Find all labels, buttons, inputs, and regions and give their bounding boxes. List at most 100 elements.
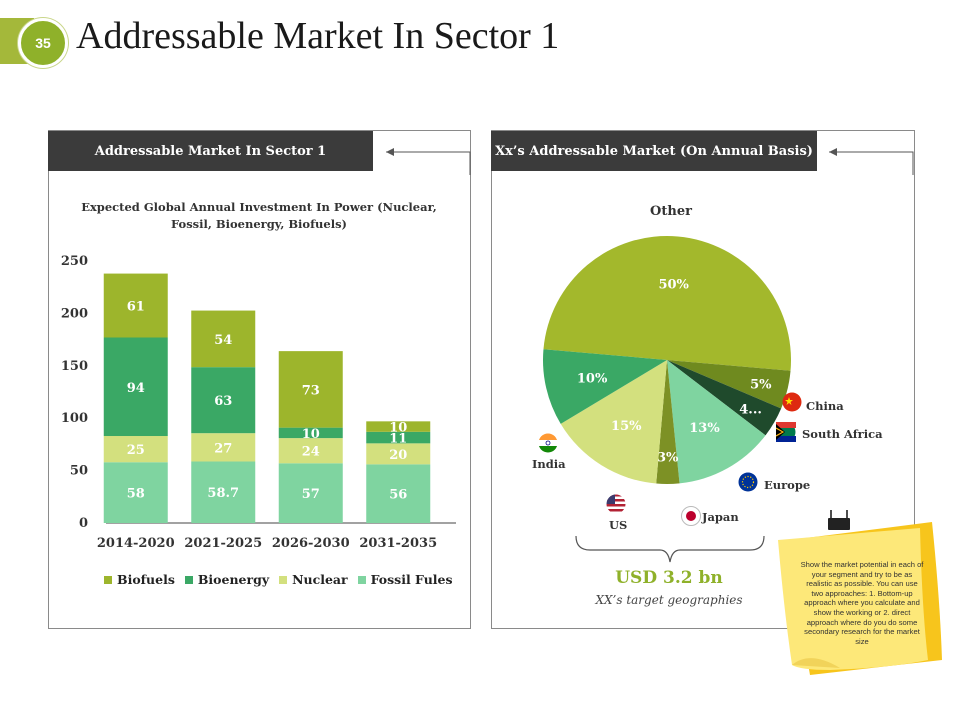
bar-segment bbox=[191, 367, 256, 434]
bar-value-label: 11 bbox=[389, 432, 407, 447]
bar-segment bbox=[191, 310, 256, 368]
bar-chart-legend: Biofuels Bioenergy Nuclear Fossil Fules bbox=[104, 572, 463, 587]
x-tick-label: 2026-2030 bbox=[272, 536, 350, 551]
sticky-note-shape bbox=[778, 510, 942, 675]
china-flag-icon bbox=[782, 392, 802, 412]
pie-slice-label: 5% bbox=[750, 377, 772, 392]
pie-slice bbox=[543, 349, 667, 424]
pie-slice-label: 10% bbox=[577, 371, 608, 386]
label-india: India bbox=[532, 457, 566, 471]
x-tick-label: 2031-2035 bbox=[359, 536, 437, 551]
flag-india bbox=[538, 433, 558, 457]
bar-value-label: 25 bbox=[127, 443, 145, 458]
x-tick-label: 2014-2020 bbox=[97, 536, 175, 551]
us-flag-icon bbox=[606, 494, 626, 514]
pie-slice-label: 4... bbox=[739, 403, 762, 418]
grouping-brace bbox=[575, 535, 765, 563]
flag-south-africa bbox=[775, 422, 796, 446]
flag-china bbox=[782, 392, 802, 416]
legend-label-bioenergy: Bioenergy bbox=[197, 572, 270, 587]
right-panel-header: Xx’s Addressable Market (On Annual Basis… bbox=[491, 131, 817, 171]
pie-slice-label: 3% bbox=[657, 451, 679, 466]
y-tick-label: 250 bbox=[61, 254, 88, 269]
flag-us bbox=[606, 494, 626, 518]
europe-flag-icon bbox=[738, 472, 758, 492]
bar-segment bbox=[191, 461, 256, 523]
legend-label-biofuels: Biofuels bbox=[117, 572, 175, 587]
pie-slice bbox=[560, 360, 667, 484]
legend-item-biofuels: Biofuels bbox=[104, 572, 175, 587]
pie-slice bbox=[667, 360, 782, 436]
bar-segment bbox=[366, 464, 431, 523]
bar-value-label: 57 bbox=[302, 487, 320, 502]
y-tick-label: 50 bbox=[70, 464, 88, 479]
india-flag-icon bbox=[538, 433, 558, 453]
bar-value-label: 94 bbox=[127, 381, 145, 396]
page-title: Addressable Market In Sector 1 bbox=[76, 15, 560, 57]
stacked-bar-chart: 0 50 100 150 200 250 58 25 94 61 2014-2020 58.7 27 63… bbox=[61, 254, 456, 551]
bar-value-label: 10 bbox=[389, 421, 407, 436]
bar-segment bbox=[366, 421, 431, 432]
bar-value-label: 54 bbox=[214, 333, 232, 348]
summary-caption: XX’s target geographies bbox=[595, 593, 743, 607]
y-tick-label: 0 bbox=[79, 516, 88, 531]
pie-slice-label: 13% bbox=[689, 421, 720, 436]
bar-segment bbox=[103, 337, 168, 437]
japan-flag-icon bbox=[681, 506, 701, 526]
bar-value-label: 27 bbox=[214, 441, 232, 456]
legend-label-fossil: Fossil Fules bbox=[370, 572, 453, 587]
bar-segment bbox=[278, 351, 343, 428]
bar-segment bbox=[191, 433, 256, 462]
pie-slice bbox=[667, 360, 766, 484]
pie-slice bbox=[667, 360, 791, 409]
bar-value-label: 24 bbox=[302, 445, 320, 460]
left-panel-header: Addressable Market In Sector 1 bbox=[48, 131, 373, 171]
bar-value-label: 58.7 bbox=[207, 486, 239, 501]
pie-chart: Other 50% 5% 4... 13% 3% 15% 10% bbox=[543, 204, 791, 484]
x-tick-label: 2021-2025 bbox=[184, 536, 262, 551]
sticky-note-text: Show the market potential in each of you… bbox=[800, 560, 924, 646]
y-tick-label: 150 bbox=[61, 359, 88, 374]
bar-segment bbox=[278, 463, 343, 523]
legend-swatch-bioenergy bbox=[184, 575, 193, 584]
slide-number-badge: 35 bbox=[18, 18, 68, 68]
summary-value: USD 3.2 bn bbox=[615, 568, 723, 588]
binder-clip-icon bbox=[828, 510, 850, 530]
bar-value-label: 10 bbox=[302, 427, 320, 442]
pie-slice-label: 50% bbox=[658, 277, 689, 292]
bar-value-label: 58 bbox=[127, 487, 145, 502]
bar-segment bbox=[103, 436, 168, 463]
bar-segment bbox=[103, 462, 168, 523]
bar-segment bbox=[366, 443, 431, 465]
pie-title: Other bbox=[650, 204, 692, 219]
bar-value-label: 61 bbox=[127, 300, 145, 315]
label-china: China bbox=[806, 399, 844, 413]
legend-label-nuclear: Nuclear bbox=[292, 572, 348, 587]
sticky-note: Show the market potential in each of you… bbox=[800, 560, 924, 646]
flag-japan bbox=[681, 506, 701, 530]
label-europe: Europe bbox=[764, 478, 811, 492]
bar-segment bbox=[278, 438, 343, 464]
pie-slice bbox=[656, 360, 680, 484]
flag-europe bbox=[738, 472, 758, 496]
bar-value-label: 73 bbox=[302, 383, 320, 398]
right-connector-arrow bbox=[829, 148, 914, 175]
label-japan: Japan bbox=[702, 510, 739, 524]
label-south-africa: South Africa bbox=[802, 427, 883, 441]
pie-slice-label: 15% bbox=[611, 419, 642, 434]
label-us: US bbox=[609, 518, 628, 532]
bar-segment bbox=[278, 427, 343, 439]
bar-segment bbox=[366, 431, 431, 444]
bar-value-label: 63 bbox=[214, 394, 232, 409]
south-africa-flag-icon bbox=[775, 422, 796, 442]
bar-value-label: 56 bbox=[389, 488, 407, 503]
y-tick-label: 100 bbox=[61, 411, 88, 426]
y-tick-label: 200 bbox=[61, 306, 88, 321]
legend-item-nuclear: Nuclear bbox=[279, 572, 348, 587]
legend-swatch-fossil bbox=[357, 575, 366, 584]
legend-item-fossil: Fossil Fules bbox=[357, 572, 453, 587]
left-connector-arrow bbox=[386, 148, 471, 175]
bar-segment bbox=[103, 273, 168, 338]
chart-subtitle: Expected Global Annual Investment In Pow… bbox=[81, 200, 437, 231]
pie-slice bbox=[543, 235, 791, 371]
